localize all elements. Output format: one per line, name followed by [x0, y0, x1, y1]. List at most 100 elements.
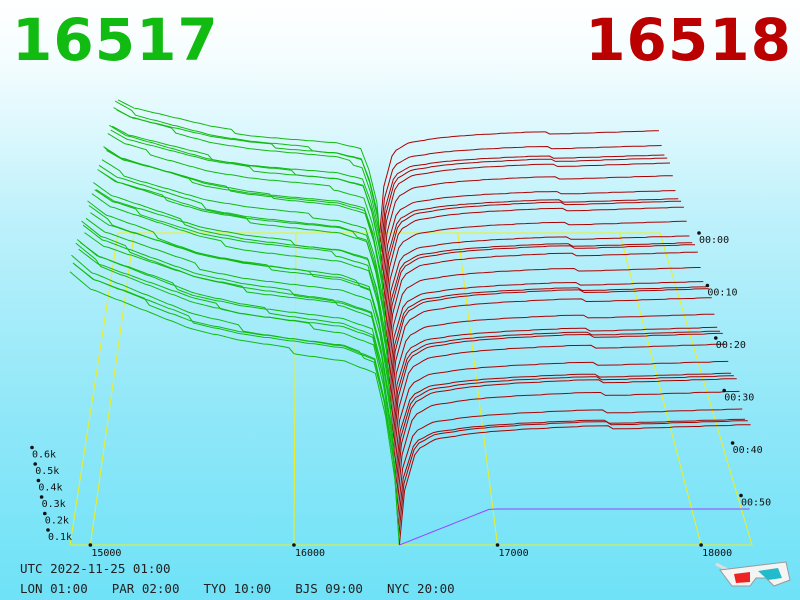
series-layer	[69, 99, 751, 546]
bid-depth-line	[100, 171, 388, 347]
ask-depth-line	[379, 130, 659, 234]
ask-depth-line	[394, 372, 732, 479]
bid-depth-line	[87, 200, 393, 432]
ask-depth-line	[397, 408, 743, 517]
amount-tick-mark	[33, 462, 37, 466]
ask-depth-line	[397, 418, 746, 527]
ask-depth-line	[388, 281, 704, 385]
time-tick-label-3: 00:30	[724, 393, 754, 404]
time-tick-label-2: 00:20	[716, 340, 746, 351]
price-tick-mark	[699, 543, 703, 547]
ask-depth-line	[394, 360, 729, 470]
bid-depth-line	[98, 164, 388, 356]
price-tick-mark	[292, 543, 296, 547]
bid-depth-line	[109, 124, 384, 290]
ask-depth-line	[391, 313, 715, 423]
bid-depth-line	[75, 242, 398, 508]
bid-depth-line	[116, 109, 381, 243]
axis-layer: 15000 16000 17000 18000 0.1k 0.2k 0.3k 0.4k 0.5k…	[30, 231, 771, 559]
latest-ask-line	[399, 508, 750, 546]
grid-layer	[69, 232, 753, 546]
ask-depth-line	[386, 242, 693, 347]
time-tick-label-1: 00:10	[707, 288, 737, 299]
city-times: LON 01:00 PAR 02:00 TYO 10:00 BJS 09:00 NYC …	[20, 581, 479, 596]
ask-depth-line	[387, 244, 696, 356]
bid-depth-line	[107, 133, 385, 300]
amount-tick-mark	[36, 478, 41, 483]
amount-tick-label-4: 0.5k	[35, 466, 59, 477]
city-time-bjs: BJS 09:00	[295, 581, 363, 596]
bid-depth-line	[85, 217, 394, 442]
bid-depth-line	[101, 159, 387, 338]
price-tick-label-3: 18000	[702, 548, 732, 559]
ask-depth-line	[390, 288, 709, 404]
time-tick-mark	[697, 231, 701, 235]
ask-depth-line	[382, 175, 673, 281]
bid-depth-line	[79, 241, 396, 479]
ask-depth-line	[398, 424, 751, 546]
amount-tick-label-2: 0.3k	[42, 499, 66, 510]
ask-depth-line	[395, 375, 734, 489]
bid-depth-line	[88, 205, 392, 423]
price-tick-mark	[495, 543, 500, 547]
amount-tick-label-1: 0.2k	[45, 516, 69, 527]
price-tick-label-2: 17000	[499, 548, 529, 559]
time-tick-mark	[730, 441, 735, 445]
3d-glasses-icon[interactable]	[712, 556, 792, 592]
city-time-lon: LON 01:00	[20, 581, 88, 596]
price-tick-mark	[88, 543, 93, 547]
bid-depth-line	[72, 262, 399, 527]
city-time-par: PAR 02:00	[111, 581, 180, 596]
ask-depth-line	[381, 162, 671, 271]
bid-depth-line	[97, 169, 389, 366]
grid-line-price-0	[89, 232, 135, 546]
time-tick-mark	[722, 388, 726, 393]
amount-tick-mark	[30, 445, 34, 450]
ask-depth-line	[380, 154, 665, 252]
utc-time: UTC 2022-11-25 01:00	[20, 561, 171, 576]
ask-depth-line	[383, 198, 679, 300]
ask-depth-line	[382, 190, 676, 290]
bid-depth-line	[69, 271, 400, 546]
grid-line-price-3	[619, 232, 702, 546]
amount-tick-mark	[46, 528, 50, 532]
bid-depth-line	[114, 100, 382, 252]
price-tick-label-0: 15000	[91, 548, 121, 559]
city-time-tyo: TYO 10:00	[203, 581, 272, 596]
grid-floor	[69, 232, 753, 546]
bid-depth-line	[93, 182, 391, 394]
ask-depth-line	[390, 297, 712, 413]
bid-depth-line	[74, 263, 398, 517]
bid-depth-line	[111, 125, 383, 271]
ask-depth-line	[391, 326, 718, 432]
bid-depth-line	[113, 107, 382, 262]
ask-depth-line	[389, 286, 707, 394]
bid-depth-line	[76, 239, 397, 498]
ask-depth-line	[393, 332, 723, 451]
ask-depth-line	[379, 145, 662, 243]
bid-depth-line	[84, 232, 394, 451]
amount-tick-label-5: 0.6k	[32, 450, 56, 461]
amount-tick-label-3: 0.4k	[38, 483, 62, 494]
grid-line-price-2	[457, 232, 499, 546]
time-tick-mark	[705, 283, 710, 288]
bid-price: 16517	[12, 6, 219, 74]
amount-tick-mark	[43, 511, 47, 516]
time-tick-label-5: 00:50	[741, 498, 771, 509]
amount-tick-label-0: 0.1k	[48, 532, 72, 543]
ask-depth-line	[393, 343, 726, 460]
ask-depth-line	[384, 200, 682, 309]
time-tick-mark	[739, 493, 743, 498]
bid-depth-line	[71, 254, 400, 536]
bid-depth-line	[91, 193, 391, 404]
bid-depth-line	[82, 224, 395, 460]
ask-depth-line	[398, 420, 748, 536]
amount-tick-mark	[39, 495, 44, 499]
ask-price: 16518	[585, 6, 792, 74]
ask-depth-line	[395, 378, 737, 498]
price-tick-label-1: 16000	[295, 548, 325, 559]
ask-depth-line	[384, 206, 684, 319]
ask-depth-line	[396, 390, 740, 508]
bid-depth-line	[81, 220, 395, 470]
